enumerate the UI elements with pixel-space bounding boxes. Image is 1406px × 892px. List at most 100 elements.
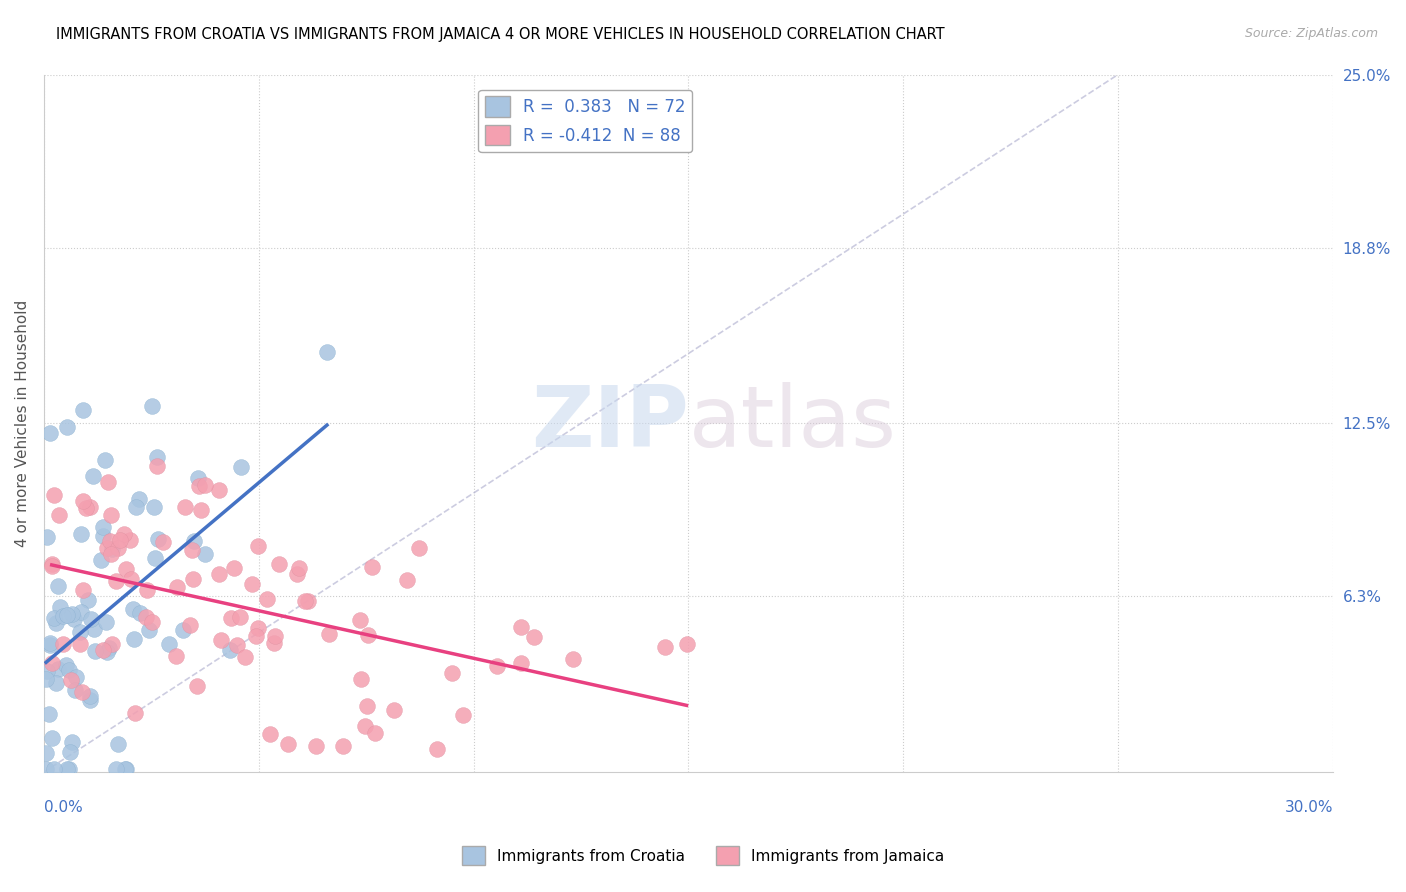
Point bbox=[46, 663, 69, 677]
Point bbox=[114, 762, 136, 776]
Point bbox=[259, 727, 281, 741]
Point bbox=[485, 659, 508, 673]
Point bbox=[59, 673, 82, 687]
Point bbox=[263, 635, 285, 649]
Point bbox=[70, 526, 93, 541]
Point bbox=[45, 616, 67, 631]
Point bbox=[97, 475, 120, 489]
Y-axis label: 4 or more Vehicles in Household: 4 or more Vehicles in Household bbox=[15, 300, 30, 547]
Point bbox=[75, 501, 97, 516]
Point bbox=[145, 450, 167, 464]
Point bbox=[186, 680, 208, 694]
Point bbox=[350, 673, 373, 687]
Point bbox=[44, 762, 66, 776]
Point bbox=[145, 458, 167, 473]
Point bbox=[122, 602, 145, 616]
Point bbox=[183, 533, 205, 548]
Point bbox=[79, 689, 101, 703]
Point bbox=[51, 608, 73, 623]
Point bbox=[179, 618, 201, 632]
Point bbox=[675, 637, 697, 651]
Point bbox=[356, 699, 378, 714]
Point bbox=[408, 541, 430, 555]
Point bbox=[219, 643, 242, 657]
Point bbox=[41, 731, 63, 745]
Point bbox=[128, 607, 150, 621]
Point bbox=[35, 672, 58, 686]
Point bbox=[60, 607, 83, 621]
Text: Source: ZipAtlas.com: Source: ZipAtlas.com bbox=[1244, 27, 1378, 40]
Point bbox=[38, 426, 60, 441]
Point bbox=[115, 562, 138, 576]
Point bbox=[165, 648, 187, 663]
Point bbox=[55, 657, 77, 672]
Point bbox=[69, 625, 91, 640]
Point bbox=[58, 762, 80, 776]
Point bbox=[60, 735, 83, 749]
Point bbox=[44, 488, 66, 502]
Point bbox=[240, 577, 263, 591]
Point bbox=[231, 459, 253, 474]
Legend: Immigrants from Croatia, Immigrants from Jamaica: Immigrants from Croatia, Immigrants from… bbox=[456, 840, 950, 871]
Point bbox=[229, 610, 252, 624]
Point bbox=[115, 762, 138, 776]
Point bbox=[55, 420, 77, 434]
Text: ZIP: ZIP bbox=[530, 382, 689, 465]
Point bbox=[96, 645, 118, 659]
Point bbox=[44, 676, 66, 690]
Point bbox=[72, 493, 94, 508]
Point bbox=[267, 558, 290, 572]
Point bbox=[141, 615, 163, 630]
Point bbox=[118, 533, 141, 548]
Point bbox=[166, 580, 188, 594]
Point bbox=[247, 540, 270, 554]
Point bbox=[146, 532, 169, 546]
Point bbox=[138, 623, 160, 637]
Point bbox=[426, 742, 449, 756]
Point bbox=[264, 629, 287, 643]
Point bbox=[357, 628, 380, 642]
Point bbox=[288, 561, 311, 575]
Point bbox=[98, 534, 121, 549]
Point bbox=[69, 605, 91, 619]
Point bbox=[332, 739, 354, 753]
Text: 0.0%: 0.0% bbox=[44, 800, 83, 815]
Point bbox=[180, 543, 202, 558]
Point bbox=[256, 592, 278, 607]
Point bbox=[100, 547, 122, 561]
Point bbox=[382, 703, 405, 717]
Point bbox=[91, 520, 114, 534]
Point bbox=[225, 638, 247, 652]
Point bbox=[172, 624, 194, 638]
Point bbox=[35, 762, 58, 776]
Point bbox=[318, 627, 340, 641]
Point bbox=[97, 640, 120, 655]
Point bbox=[63, 612, 86, 626]
Point bbox=[316, 345, 339, 359]
Text: atlas: atlas bbox=[689, 382, 897, 465]
Point bbox=[361, 559, 384, 574]
Point bbox=[72, 403, 94, 417]
Point bbox=[72, 583, 94, 598]
Point bbox=[91, 643, 114, 657]
Point bbox=[69, 637, 91, 651]
Point bbox=[107, 541, 129, 555]
Point bbox=[247, 621, 270, 635]
Point bbox=[39, 638, 62, 652]
Point bbox=[157, 637, 180, 651]
Point bbox=[56, 608, 79, 623]
Point bbox=[654, 640, 676, 654]
Point bbox=[152, 535, 174, 549]
Point bbox=[143, 500, 166, 514]
Point bbox=[277, 737, 299, 751]
Point bbox=[194, 477, 217, 491]
Point bbox=[100, 541, 122, 556]
Point bbox=[224, 561, 246, 575]
Point bbox=[79, 692, 101, 706]
Point bbox=[39, 636, 62, 650]
Point bbox=[135, 610, 157, 624]
Point bbox=[59, 746, 82, 760]
Point bbox=[187, 479, 209, 493]
Point bbox=[194, 547, 217, 561]
Point bbox=[65, 670, 87, 684]
